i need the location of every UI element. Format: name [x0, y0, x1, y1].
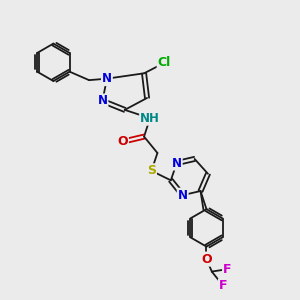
Text: O: O: [117, 135, 128, 148]
Text: N: N: [172, 157, 182, 169]
Text: O: O: [201, 253, 212, 266]
Text: F: F: [223, 263, 232, 276]
Text: S: S: [147, 164, 156, 177]
Text: N: N: [102, 72, 112, 85]
Text: Cl: Cl: [158, 56, 171, 69]
Text: F: F: [219, 279, 227, 292]
Text: NH: NH: [140, 112, 160, 125]
Text: N: N: [178, 189, 188, 202]
Text: N: N: [98, 94, 107, 107]
